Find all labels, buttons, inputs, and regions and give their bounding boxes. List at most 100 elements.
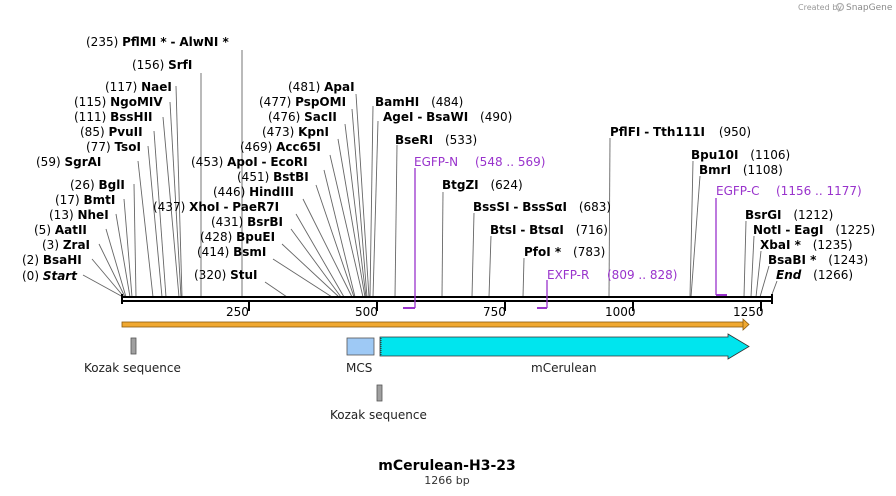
enzyme-site-label[interactable]: (437) XhoI - PaeR7I (153, 200, 279, 214)
enzyme-site-label[interactable]: BssSI - BssSαI (683) (473, 200, 611, 214)
enzyme-site-label[interactable]: XbaI * (1235) (760, 238, 853, 252)
orf-arrow-head (742, 318, 750, 331)
enzyme-site-label[interactable]: (3) ZraI (42, 238, 90, 252)
enzyme-site-label[interactable]: AgeI - BsaWI (490) (383, 110, 512, 124)
primer-exfp-r-label[interactable]: EXFP-R (547, 268, 589, 282)
enzyme-site-label[interactable]: BseRI (533) (395, 133, 477, 147)
enzyme-site-label[interactable]: BtsI - BtsαI (716) (490, 223, 608, 237)
map-footer: mCerulean-H3-23 1266 bp (378, 458, 516, 487)
leader-line (471, 212, 475, 298)
enzyme-site-label[interactable]: (446) HindIII (213, 185, 294, 199)
enzyme-site-label[interactable]: (235) PflMI * - AlwNI * (86, 35, 229, 49)
enzyme-site-label[interactable]: (26) BglI (70, 178, 125, 192)
enzyme-site-label[interactable]: (431) BsrBI (211, 215, 283, 229)
enzyme-site-label[interactable]: (320) StuI (194, 268, 258, 282)
mcs-label: MCS (346, 361, 372, 375)
enzyme-site-label[interactable]: BamHI (484) (375, 95, 463, 109)
leader-line (153, 130, 167, 298)
ruler-label: 500 (355, 305, 378, 319)
enzyme-site-label[interactable]: (469) Acc65I (240, 140, 321, 154)
kozak-sequence-label: Kozak sequence (330, 408, 427, 422)
enzyme-site-label[interactable]: (77) TsoI (86, 140, 141, 154)
enzyme-site-label[interactable]: (117) NaeI (105, 80, 172, 94)
enzyme-site-label[interactable]: PflFI - Tth111I (950) (610, 125, 751, 139)
leader-line (372, 120, 379, 298)
primers: EGFP-N (548 .. 569) EGFP-C (1156 .. 1177… (403, 155, 862, 309)
enzyme-site-label[interactable]: (453) ApoI - EcoRI (191, 155, 308, 169)
leader-line (315, 184, 355, 298)
enzyme-site-label[interactable]: (473) KpnI (262, 125, 329, 139)
enzyme-site-label[interactable]: (477) PspOMI (259, 95, 346, 109)
leader-line (91, 258, 125, 298)
enzyme-site-label[interactable]: (115) NgoMIV (74, 95, 163, 109)
leader-line (105, 228, 127, 298)
leader-line (743, 220, 747, 298)
mcs-feature[interactable] (346, 337, 375, 356)
enzyme-site-label[interactable]: (111) BssHII (74, 110, 153, 124)
leader-line (323, 169, 356, 298)
orf-bar[interactable] (121, 321, 745, 328)
enzyme-site-label[interactable]: NotI - EagI (1225) (753, 223, 875, 237)
leader-line (690, 175, 701, 298)
primer-egfp-c-label[interactable]: EGFP-C (716, 184, 759, 198)
enzyme-site-label[interactable]: BsrGI (1212) (745, 208, 833, 222)
enzyme-site-label[interactable]: PfoI * (783) (524, 245, 605, 259)
features-track: Kozak sequence MCS mCerulean Kozak seque… (84, 333, 750, 422)
leader-line (522, 257, 525, 298)
ruler-label: 1250 (733, 305, 764, 319)
leader-line (337, 138, 366, 298)
enzyme-site-label[interactable]: (59) SgrAI (36, 155, 101, 169)
leader-line (302, 198, 353, 298)
ruler-label: 250 (226, 305, 249, 319)
kozak-sequence-feature[interactable] (376, 384, 383, 402)
enzyme-site-label[interactable]: (5) AatII (34, 223, 87, 237)
kozak-sequence-feature[interactable] (130, 337, 137, 355)
enzyme-site-label[interactable]: (481) ApaI (288, 80, 355, 94)
enzyme-site-label[interactable]: (414) BsmI (197, 245, 266, 259)
leader-line (98, 243, 126, 298)
leader-line (133, 183, 137, 298)
primer-egfp-n-label[interactable]: EGFP-N (414, 155, 458, 169)
sequence-backbone: 250 500 750 1000 1250 (121, 294, 773, 319)
leader-line (759, 265, 770, 298)
sequence-end-label: End (1266) (776, 268, 853, 282)
enzyme-site-label[interactable]: (85) PvuII (80, 125, 143, 139)
enzyme-site-label[interactable]: BtgZI (624) (442, 178, 523, 192)
leader-line (369, 105, 374, 298)
leader-line (295, 213, 345, 298)
enzyme-site-label[interactable]: (156) SrfI (132, 58, 192, 72)
enzyme-site-label[interactable]: BmrI (1108) (699, 163, 783, 177)
leader-line (344, 123, 367, 298)
construct-title: mCerulean-H3-23 (378, 458, 516, 474)
leader-line (608, 137, 611, 298)
leader-line (351, 108, 368, 298)
enzyme-site-label[interactable]: (428) BpuEI (200, 230, 275, 244)
leader-line (329, 154, 364, 298)
enzyme-site-label[interactable]: (17) BmtI (55, 193, 115, 207)
ruler-label: 750 (483, 305, 506, 319)
mcerulean-feature-arrow[interactable] (379, 333, 750, 360)
leader-lines-mid (264, 93, 370, 298)
leader-line (162, 116, 180, 298)
leader-line (264, 281, 288, 298)
leader-line (169, 101, 182, 298)
enzyme-site-label[interactable]: Bpu10I (1106) (691, 148, 790, 162)
enzyme-site-label[interactable]: (476) SacII (268, 110, 337, 124)
created-by-label: Created by (798, 3, 842, 12)
ruler-label: 1000 (605, 305, 636, 319)
leader-line (488, 235, 492, 298)
enzyme-site-label[interactable]: BsaBI * (1243) (768, 253, 868, 267)
leader-line (441, 191, 444, 298)
enzyme-site-label[interactable]: (2) BsaHI (22, 253, 82, 267)
snapgene-name: SnapGene (846, 3, 893, 13)
leader-line (750, 235, 755, 298)
leader-line (115, 213, 131, 298)
enzyme-site-label[interactable]: (13) NheI (49, 208, 109, 222)
leader-line (175, 85, 183, 298)
site-labels-left: (235) PflMI * - AlwNI * (156) SrfI (117)… (22, 35, 229, 283)
primer-exfp-r-range: (809 .. 828) (607, 268, 677, 282)
leader-line (755, 250, 762, 298)
enzyme-site-label[interactable]: (451) BstBI (237, 170, 309, 184)
leader-line (290, 228, 342, 298)
